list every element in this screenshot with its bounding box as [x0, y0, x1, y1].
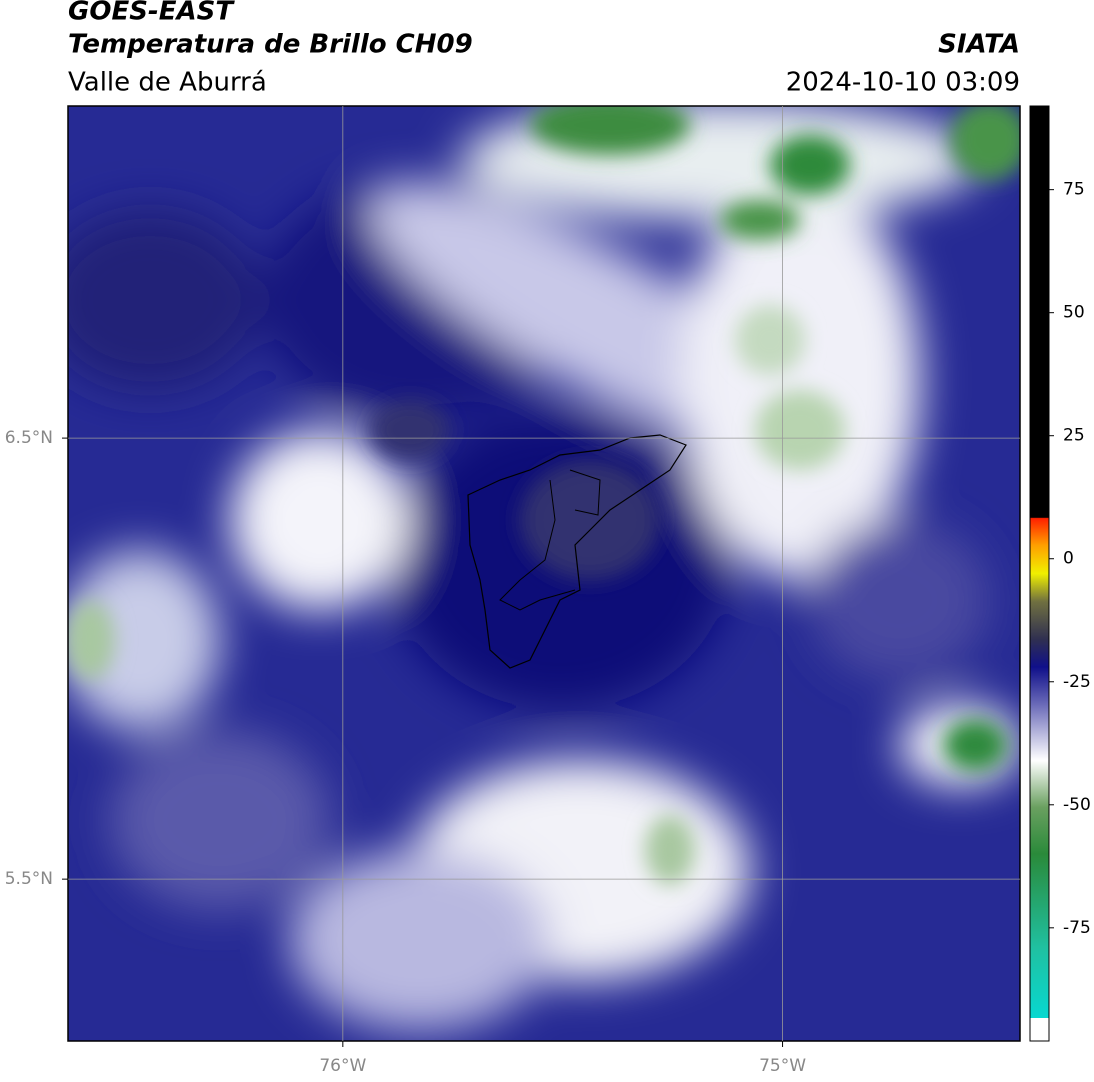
colorbar-tick-label: 0	[1063, 549, 1074, 569]
colorbar-tick-label: 50	[1063, 303, 1085, 323]
x-tick-label: 75°W	[759, 1056, 806, 1076]
colorbar-frame	[1029, 105, 1050, 1042]
satellite: GOES-EAST	[68, 0, 235, 27]
map-frame	[67, 105, 1021, 1042]
colorbar-tick-label: -75	[1063, 918, 1091, 938]
colorbar-under	[1030, 1018, 1049, 1041]
colorbar-tick-label: 25	[1063, 426, 1085, 446]
region: Valle de Aburrá	[68, 68, 267, 98]
colorbar-tick-label: -25	[1063, 672, 1091, 692]
x-tick-label: 76°W	[319, 1056, 366, 1076]
product: Temperatura de Brillo CH09	[68, 30, 473, 60]
map-image	[68, 106, 1020, 1041]
agency: SIATA	[938, 30, 1020, 60]
colorbar-tick-label: 75	[1063, 180, 1085, 200]
datetime: 2024-10-10 03:09	[786, 68, 1020, 98]
colorbar-tick-label: -50	[1063, 795, 1091, 815]
colorbar	[1030, 106, 1049, 1041]
y-tick-label: 5.5°N	[5, 869, 53, 889]
y-tick-label: 6.5°N	[5, 428, 53, 448]
